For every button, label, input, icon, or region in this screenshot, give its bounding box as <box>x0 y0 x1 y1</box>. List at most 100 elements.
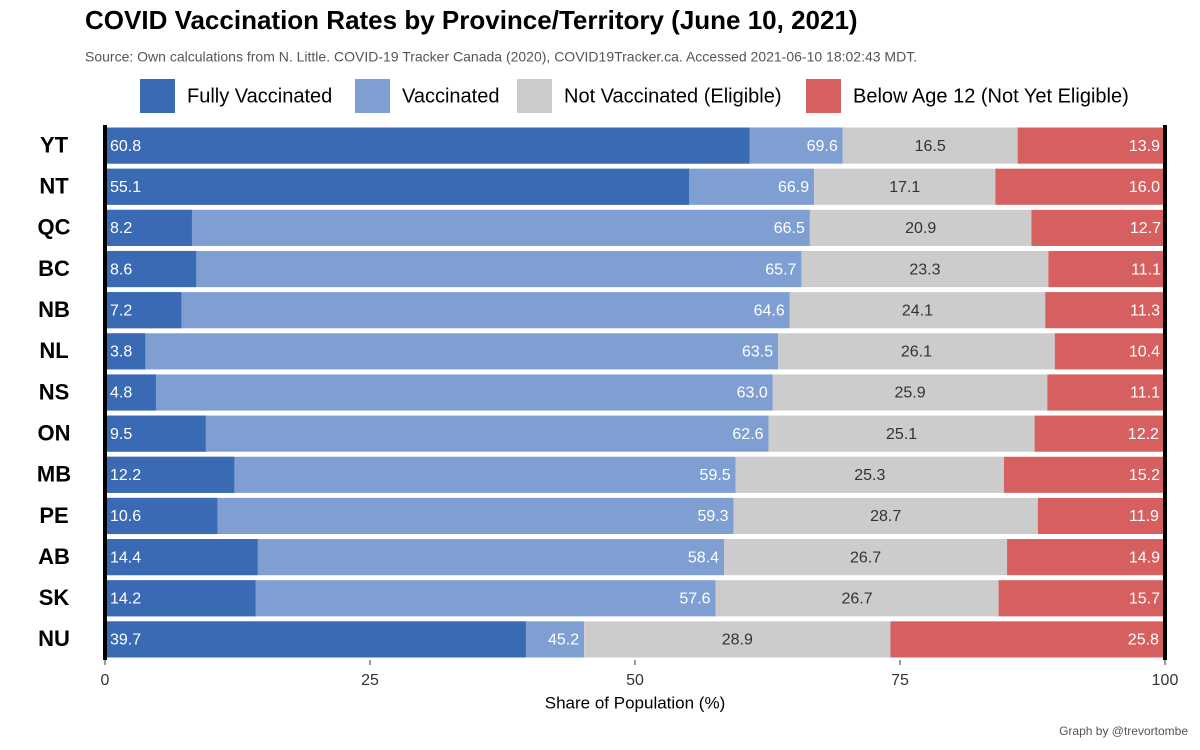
data-label: 45.2 <box>548 632 579 649</box>
y-tick-label: NB <box>38 297 70 322</box>
bar-vaccinated <box>105 250 802 288</box>
bar-fully-vaccinated <box>105 497 218 535</box>
data-label: 11.9 <box>1129 508 1159 525</box>
chart-subtitle: Source: Own calculations from N. Little.… <box>85 49 917 65</box>
bar-not-vaccinated <box>733 497 1038 535</box>
bar-not-vaccinated <box>735 456 1004 493</box>
data-label: 4.8 <box>110 385 132 402</box>
y-tick-label: BC <box>38 256 70 281</box>
bar-fully-vaccinated <box>105 580 256 617</box>
y-tick-label: NT <box>39 174 69 199</box>
legend-swatch <box>517 79 552 113</box>
bar-fully-vaccinated <box>105 292 182 329</box>
data-label: 39.7 <box>110 632 141 649</box>
data-label: 12.2 <box>110 467 141 484</box>
data-label: 28.7 <box>870 508 901 525</box>
legend-label: Fully Vaccinated <box>187 85 332 107</box>
data-label: 9.5 <box>110 426 132 443</box>
bar-fully-vaccinated <box>105 209 192 246</box>
data-label: 12.7 <box>1130 220 1161 237</box>
data-label: 14.9 <box>1129 549 1160 566</box>
data-label: 62.6 <box>732 426 763 443</box>
data-label: 23.3 <box>909 261 940 278</box>
y-tick-label: NU <box>38 626 70 651</box>
data-label: 65.7 <box>765 261 796 278</box>
bar-not-vaccinated <box>724 539 1008 576</box>
bar-fully-vaccinated <box>105 456 235 493</box>
data-label: 66.5 <box>774 220 805 237</box>
bar-not-vaccinated <box>814 168 996 205</box>
bar-fully-vaccinated <box>105 374 156 411</box>
data-label: 26.7 <box>841 590 872 607</box>
bar-below-12 <box>1034 415 1164 452</box>
bar-below-12 <box>1047 374 1165 411</box>
axis-line-left <box>103 125 107 660</box>
axis-line-right <box>1163 125 1167 660</box>
x-tick-label: 0 <box>101 672 110 689</box>
legend-swatch <box>355 79 390 113</box>
data-label: 25.9 <box>894 385 925 402</box>
y-tick-label: ON <box>38 420 71 445</box>
data-label: 16.0 <box>1129 179 1160 196</box>
bar-below-12 <box>1031 209 1167 246</box>
data-label: 69.6 <box>807 138 838 155</box>
data-label: 20.9 <box>905 220 936 237</box>
data-label: 15.2 <box>1129 467 1160 484</box>
bar-fully-vaccinated <box>105 250 197 288</box>
bar-below-12 <box>1007 539 1165 576</box>
caption: Graph by @trevortombe <box>1059 724 1188 738</box>
data-label: 60.8 <box>110 138 141 155</box>
y-tick-label: NS <box>39 379 70 404</box>
x-tick-label: 25 <box>361 672 379 689</box>
bar-not-vaccinated <box>842 127 1018 164</box>
data-label: 16.5 <box>915 138 946 155</box>
y-tick-label: QC <box>38 215 71 240</box>
bar-below-12 <box>995 168 1165 205</box>
bar-not-vaccinated <box>768 415 1035 452</box>
data-label: 7.2 <box>110 302 132 319</box>
x-tick-label: 100 <box>1152 672 1179 689</box>
bar-below-12 <box>890 621 1164 658</box>
chart-title: COVID Vaccination Rates by Province/Terr… <box>85 5 858 35</box>
data-label: 59.5 <box>700 467 731 484</box>
bar-below-12 <box>1048 250 1167 288</box>
x-tick-label: 75 <box>891 672 909 689</box>
bar-below-12 <box>1037 497 1164 535</box>
y-tick-label: SK <box>39 585 70 610</box>
data-label: 59.3 <box>697 508 728 525</box>
bar-below-12 <box>1003 456 1165 493</box>
bar-vaccinated <box>105 292 790 329</box>
bar-not-vaccinated <box>772 374 1048 411</box>
data-label: 26.1 <box>901 344 932 361</box>
y-tick-label: MB <box>37 462 71 487</box>
bar-below-12 <box>1017 127 1165 164</box>
data-label: 8.2 <box>110 220 132 237</box>
y-tick-label: NL <box>39 338 68 363</box>
data-label: 64.6 <box>754 302 785 319</box>
x-tick-label: 50 <box>626 672 644 689</box>
bar-vaccinated <box>105 415 769 452</box>
bar-not-vaccinated <box>789 292 1046 329</box>
data-label: 24.1 <box>902 302 933 319</box>
bar-not-vaccinated <box>584 621 891 658</box>
data-label: 57.6 <box>679 590 710 607</box>
data-label: 15.7 <box>1129 590 1160 607</box>
data-label: 11.1 <box>1130 385 1160 402</box>
bar-below-12 <box>1054 333 1165 370</box>
bar-not-vaccinated <box>778 333 1055 370</box>
bar-fully-vaccinated <box>105 127 750 164</box>
data-label: 17.1 <box>889 179 920 196</box>
data-label: 14.2 <box>110 590 141 607</box>
data-label: 13.9 <box>1129 138 1160 155</box>
legend-label: Below Age 12 (Not Yet Eligible) <box>853 85 1129 107</box>
data-label: 55.1 <box>110 179 141 196</box>
legend-swatch <box>140 79 175 113</box>
x-axis-title: Share of Population (%) <box>545 693 726 712</box>
data-label: 58.4 <box>688 549 719 566</box>
y-tick-label: YT <box>40 132 69 157</box>
bar-vaccinated <box>105 374 773 411</box>
bar-fully-vaccinated <box>105 621 526 658</box>
bar-fully-vaccinated <box>105 168 690 205</box>
bar-vaccinated <box>105 333 779 370</box>
bar-fully-vaccinated <box>105 539 258 576</box>
